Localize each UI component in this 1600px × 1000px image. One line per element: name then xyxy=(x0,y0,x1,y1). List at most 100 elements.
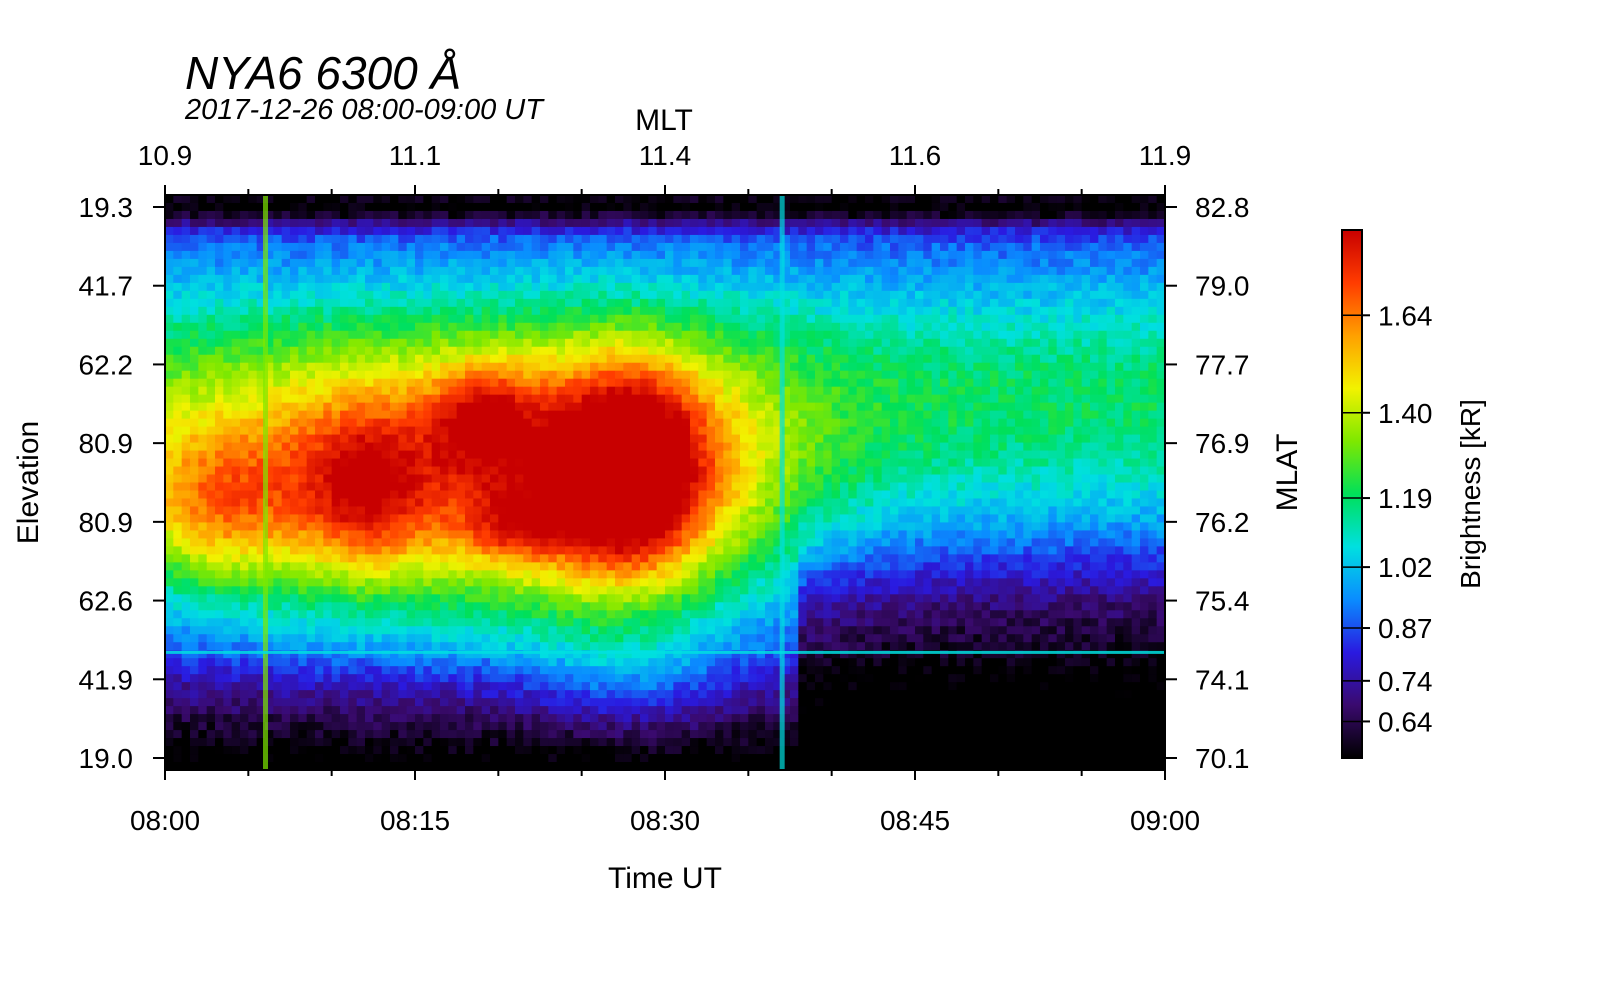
heatmap-cell xyxy=(498,234,508,244)
heatmap-cell xyxy=(606,442,616,452)
heatmap-cell xyxy=(473,554,483,563)
heatmap-cell xyxy=(290,210,299,220)
heatmap-cell xyxy=(681,674,691,683)
heatmap-cell xyxy=(340,506,349,516)
heatmap-cell xyxy=(731,258,741,268)
heatmap-cell xyxy=(206,634,216,643)
heatmap-cell xyxy=(448,706,458,715)
heatmap-cell xyxy=(481,554,491,563)
heatmap-cell xyxy=(506,522,516,532)
heatmap-cell xyxy=(581,258,591,268)
heatmap-cell xyxy=(340,490,349,500)
heatmap-cell xyxy=(365,242,374,252)
heatmap-cell xyxy=(473,658,483,667)
heatmap-cell xyxy=(373,490,383,500)
heatmap-cell xyxy=(490,514,499,524)
heatmap-cell xyxy=(590,554,599,563)
heatmap-cell xyxy=(365,450,374,460)
heatmap-cell xyxy=(331,386,341,396)
heatmap-cell xyxy=(573,674,583,683)
heatmap-cell xyxy=(465,626,474,635)
heatmap-cell xyxy=(206,746,216,755)
heatmap-cell xyxy=(681,234,691,244)
heatmap-cell xyxy=(431,602,441,611)
heatmap-cell xyxy=(473,258,483,268)
heatmap-cell xyxy=(256,266,266,276)
heatmap-cell xyxy=(490,522,499,532)
heatmap-cell xyxy=(281,498,291,508)
heatmap-cell xyxy=(248,490,258,500)
heatmap-cell xyxy=(340,554,349,563)
heatmap-cell xyxy=(290,466,299,476)
heatmap-cell xyxy=(631,362,641,372)
heatmap-cell xyxy=(473,474,483,484)
heatmap-cell xyxy=(181,498,191,508)
heatmap-cell xyxy=(723,610,733,619)
heatmap-cell xyxy=(265,434,274,444)
heatmap-cell xyxy=(515,378,524,388)
heatmap-cell xyxy=(181,306,191,316)
heatmap-cell xyxy=(523,690,533,699)
heatmap-cell xyxy=(415,538,424,547)
heatmap-cell xyxy=(715,322,724,332)
heatmap-cell xyxy=(581,418,591,428)
heatmap-cell xyxy=(590,722,599,731)
heatmap-cell xyxy=(431,546,441,555)
heatmap-cell xyxy=(306,586,316,595)
heatmap-cell xyxy=(348,498,358,508)
heatmap-cell xyxy=(248,442,258,452)
heatmap-cell xyxy=(481,618,491,627)
heatmap-cell xyxy=(515,466,524,476)
heatmap-cell xyxy=(698,354,708,364)
heatmap-cell xyxy=(223,554,233,563)
heatmap-cell xyxy=(531,306,541,316)
heatmap-cell xyxy=(706,482,716,492)
heatmap-cell xyxy=(465,618,474,627)
heatmap-cell xyxy=(431,202,441,212)
heatmap-cell xyxy=(448,322,458,332)
heatmap-cell xyxy=(348,394,358,404)
heatmap-cell xyxy=(690,195,699,204)
heatmap-cell xyxy=(190,538,199,547)
heatmap-cell xyxy=(690,690,699,699)
heatmap-cell xyxy=(256,586,266,595)
heatmap-cell xyxy=(431,258,441,268)
heatmap-cell xyxy=(623,754,633,763)
heatmap-cell xyxy=(181,266,191,276)
heatmap-cell xyxy=(456,306,466,316)
heatmap-cell xyxy=(623,706,633,715)
heatmap-cell xyxy=(706,394,716,404)
heatmap-cell xyxy=(690,714,699,723)
heatmap-cell xyxy=(440,434,449,444)
heatmap-cell xyxy=(590,330,599,340)
heatmap-cell xyxy=(606,650,616,659)
heatmap-cell xyxy=(231,298,241,308)
heatmap-cell xyxy=(648,466,658,476)
heatmap-cell xyxy=(631,546,641,555)
heatmap-cell xyxy=(556,450,566,460)
heatmap-cell xyxy=(715,314,724,324)
heatmap-cell xyxy=(198,530,208,540)
heatmap-cell xyxy=(723,466,733,476)
heatmap-cell xyxy=(456,442,466,452)
heatmap-cell xyxy=(440,546,449,555)
heatmap-cell xyxy=(190,578,199,587)
heatmap-cell xyxy=(448,195,458,204)
heatmap-cell xyxy=(540,642,549,651)
heatmap-cell xyxy=(473,562,483,571)
heatmap-cell xyxy=(606,298,616,308)
heatmap-cell xyxy=(673,714,683,723)
heatmap-cell xyxy=(456,282,466,292)
heatmap-cell xyxy=(706,730,716,739)
heatmap-cell xyxy=(173,554,183,563)
heatmap-cell xyxy=(690,330,699,340)
heatmap-cell xyxy=(431,610,441,619)
heatmap-cell xyxy=(740,370,749,380)
heatmap-cell xyxy=(348,586,358,595)
heatmap-cell xyxy=(606,642,616,651)
heatmap-cell xyxy=(273,666,283,675)
heatmap-cell xyxy=(665,450,674,460)
heatmap-cell xyxy=(323,330,333,340)
heatmap-cell xyxy=(615,195,624,204)
heatmap-cell xyxy=(615,650,624,659)
